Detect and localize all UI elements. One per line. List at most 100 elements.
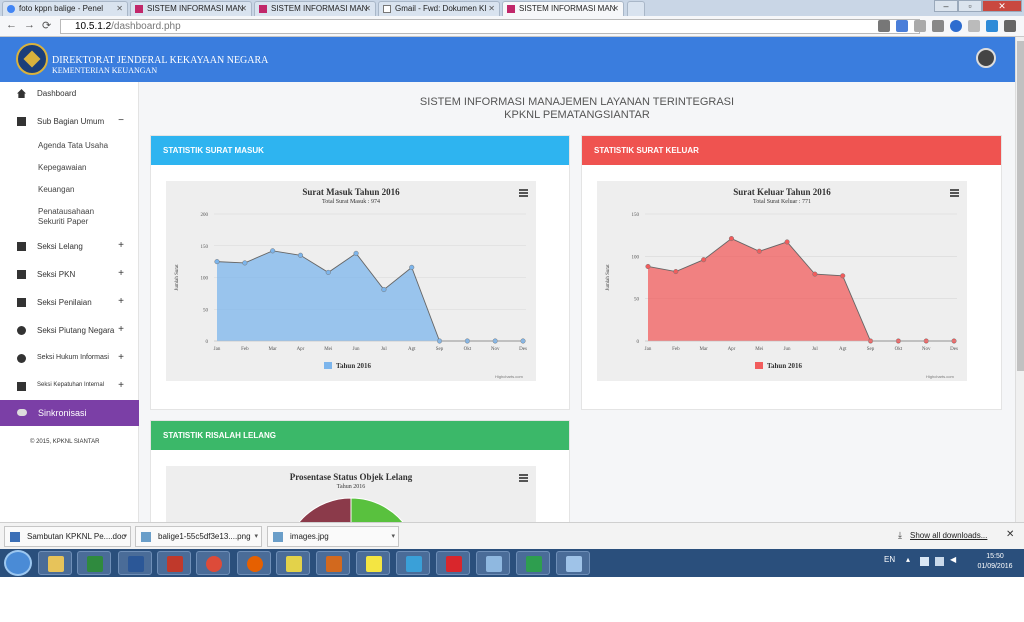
volume-icon[interactable]: ◀ [950, 555, 957, 564]
sidebar-subitem-kepegawaian[interactable]: Kepegawaian [38, 163, 87, 172]
show-all-downloads-link[interactable]: Show all downloads... [910, 531, 988, 540]
taskbar-app[interactable] [356, 551, 390, 575]
network-icon[interactable] [935, 557, 944, 566]
close-icon[interactable]: ✕ [488, 4, 495, 13]
taskbar-excel[interactable] [77, 551, 111, 575]
panel-surat-keluar: STATISTIK SURAT KELUAR Surat Keluar Tahu… [581, 135, 1002, 410]
close-icon[interactable]: ✕ [116, 4, 123, 13]
star-icon[interactable] [914, 20, 926, 32]
taskbar-app[interactable] [436, 551, 470, 575]
back-arrow-icon[interactable]: ← [6, 19, 17, 31]
chart-legend[interactable]: Tahun 2016 [755, 362, 802, 370]
clock[interactable]: 15:50 01/09/2016 [975, 552, 1015, 572]
sidebar-item-seksi-piutang-negara[interactable]: Seksi Piutang Negara + [0, 319, 139, 343]
sidebar-item-seksi-kepatuhan-internal[interactable]: Seksi Kepatuhan Internal + [0, 375, 139, 399]
download-item[interactable]: balige1-55c5df3e13....png ▾ [135, 526, 262, 547]
flag-icon[interactable] [920, 557, 929, 566]
maximize-button[interactable]: ▫ [958, 0, 982, 12]
chart-menu-icon[interactable] [519, 189, 528, 197]
browser-tab[interactable]: Gmail - Fwd: Dokumen KI ✕ [378, 1, 500, 16]
avatar[interactable] [976, 48, 996, 68]
taskbar-app[interactable] [556, 551, 590, 575]
chart-credit[interactable]: Highcharts.com [926, 374, 954, 379]
zoom-icon[interactable] [878, 20, 890, 32]
scrollbar-thumb[interactable] [1017, 41, 1024, 371]
pie-slice [350, 497, 409, 529]
taskbar-word[interactable] [118, 551, 152, 575]
taskbar-app[interactable] [476, 551, 510, 575]
sidebar-item-seksi-lelang[interactable]: Seksi Lelang + [0, 235, 139, 259]
s-app-icon [446, 556, 462, 572]
chevron-down-icon[interactable]: ▾ [123, 533, 127, 540]
browser-tab[interactable]: foto kppn balige - Penel ✕ [2, 1, 128, 16]
sidebar-subitem-keuangan[interactable]: Keuangan [38, 185, 75, 194]
extension-icon[interactable] [986, 20, 998, 32]
download-item[interactable]: Sambutan KPKNL Pe....doc ▾ [4, 526, 131, 547]
menu-icon[interactable] [1004, 20, 1016, 32]
close-icon[interactable]: ✕ [240, 4, 247, 13]
minimize-button[interactable]: – [934, 0, 958, 12]
data-point [409, 264, 415, 270]
chevron-down-icon[interactable]: ▾ [391, 533, 395, 540]
plus-icon: + [118, 268, 124, 279]
chart-menu-icon[interactable] [519, 474, 528, 482]
language-indicator[interactable]: EN [884, 555, 896, 564]
x-tick-label: Okt [895, 347, 903, 352]
app-icon [406, 556, 422, 572]
extension-icon[interactable] [932, 20, 944, 32]
taskbar-app[interactable] [516, 551, 550, 575]
sidebar-subitem-sekuriti-paper[interactable]: Sekuriti Paper [38, 217, 89, 226]
taskbar-app[interactable] [316, 551, 350, 575]
reload-icon[interactable]: ⟳ [42, 20, 52, 32]
close-window-button[interactable]: ✕ [982, 0, 1022, 12]
translate-icon[interactable] [896, 20, 908, 32]
taskbar-chrome[interactable] [196, 551, 230, 575]
sidebar-item-seksi-pkn[interactable]: Seksi PKN + [0, 263, 139, 287]
tab-label: foto kppn balige - Penel [19, 4, 104, 13]
taskbar-app[interactable] [157, 551, 191, 575]
close-icon[interactable]: ✕ [612, 4, 619, 13]
data-point [297, 252, 304, 258]
folder-icon [486, 556, 502, 572]
close-icon[interactable]: ✕ [364, 4, 371, 13]
chart-menu-icon[interactable] [950, 189, 959, 197]
chart-legend[interactable]: Tahun 2016 [324, 362, 371, 370]
sidebar-item-seksi-penilaian[interactable]: Seksi Penilaian + [0, 291, 139, 315]
x-tick-label: Des [519, 347, 527, 352]
tray-arrow-icon[interactable]: ▴ [906, 555, 911, 564]
tab-label: SISTEM INFORMASI MAN [271, 4, 368, 13]
download-item[interactable]: images.jpg ▾ [267, 526, 399, 547]
forward-arrow-icon[interactable]: → [24, 19, 35, 31]
sidebar-subitem-penatausahaan[interactable]: Penatausahaan [38, 207, 95, 216]
chart-title: Surat Masuk Tahun 2016 [302, 187, 400, 197]
chart-credit[interactable]: Highcharts.com [495, 374, 523, 379]
extension-icon[interactable] [968, 20, 980, 32]
extension-icon[interactable] [950, 20, 962, 32]
sidebar-item-sub-bagian-umum[interactable]: Sub Bagian Umum − [0, 110, 139, 134]
site-icon [507, 5, 515, 13]
y-axis-label: Jumlah Surat [175, 264, 180, 291]
sidebar-item-seksi-hukum-informasi[interactable]: Seksi Hukum Informasi + [0, 347, 139, 371]
taskbar-app[interactable] [276, 551, 310, 575]
document-icon [383, 5, 391, 13]
clock-time: 15:50 [986, 553, 1004, 560]
sidebar-item-dashboard[interactable]: Dashboard [0, 82, 139, 106]
chevron-down-icon[interactable]: ▾ [254, 533, 258, 540]
new-tab-button[interactable] [627, 1, 645, 16]
address-bar[interactable]: 10.5.1.2/dashboard.php [60, 19, 920, 34]
notes-icon [366, 556, 382, 572]
taskbar-explorer[interactable] [38, 551, 72, 575]
taskbar-app[interactable] [396, 551, 430, 575]
taskbar-firefox[interactable] [237, 551, 271, 575]
x-tick-label: Jun [353, 347, 360, 352]
sidebar-item-sinkronisasi[interactable]: Sinkronisasi [0, 400, 139, 426]
browser-tab-active[interactable]: SISTEM INFORMASI MAN ✕ [502, 1, 624, 16]
start-button[interactable] [4, 550, 32, 576]
browser-tab[interactable]: SISTEM INFORMASI MAN ✕ [254, 1, 376, 16]
close-icon[interactable]: ✕ [1006, 529, 1015, 540]
chart-subtitle: Total Surat Masuk : 974 [322, 199, 380, 205]
browser-tab[interactable]: SISTEM INFORMASI MAN ✕ [130, 1, 252, 16]
page-scrollbar[interactable] [1015, 37, 1024, 522]
sidebar-subitem-agenda[interactable]: Agenda Tata Usaha [38, 141, 109, 150]
header-subtitle: KEMENTERIAN KEUANGAN [52, 66, 158, 75]
